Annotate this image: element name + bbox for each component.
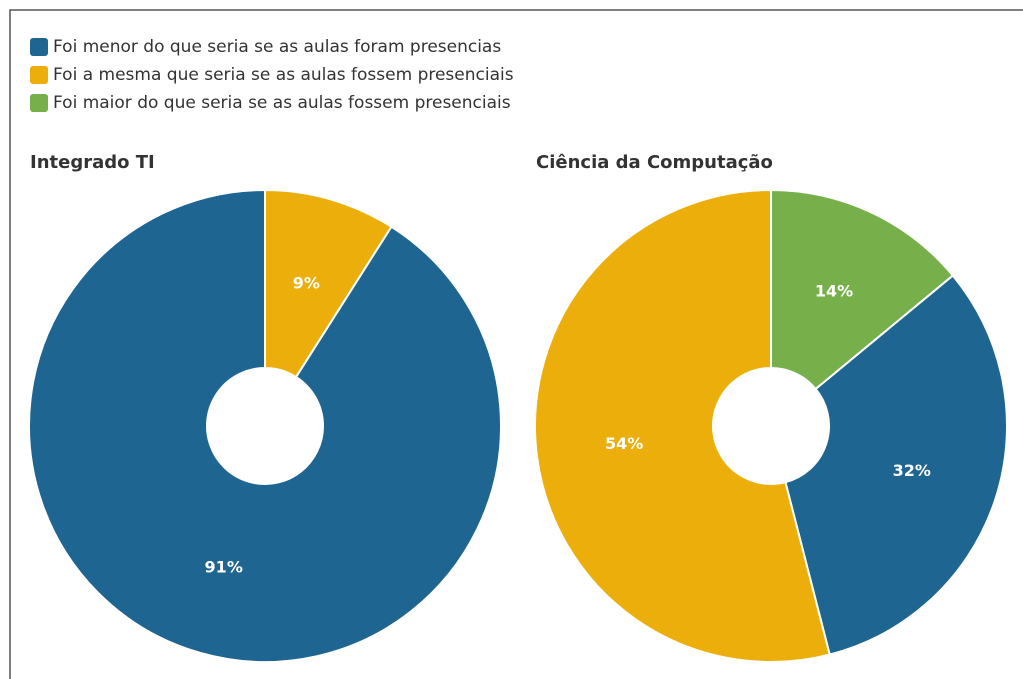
chart-title: Ciência da Computação [536,152,773,173]
legend-swatch [30,38,48,56]
slice-label: 91% [205,558,243,577]
legend-swatch [30,66,48,84]
pie-slice [28,188,502,663]
pie-slice [534,188,831,663]
legend-label: Foi maior do que seria se as aulas fosse… [53,93,511,113]
slice-label: 14% [815,282,853,301]
legend-label: Foi a mesma que seria se as aulas fossem… [53,65,514,85]
pie-slice [770,188,955,391]
slice-label: 32% [893,461,931,480]
frame [9,9,1023,679]
slice-label: 9% [293,273,320,292]
chart-title: Integrado TI [30,152,155,173]
pie-slice [784,274,1008,656]
legend-swatch [30,94,48,112]
legend-label: Foi menor do que seria se as aulas foram… [53,37,501,57]
pie-slice [264,188,393,379]
slice-label: 54% [605,434,643,453]
